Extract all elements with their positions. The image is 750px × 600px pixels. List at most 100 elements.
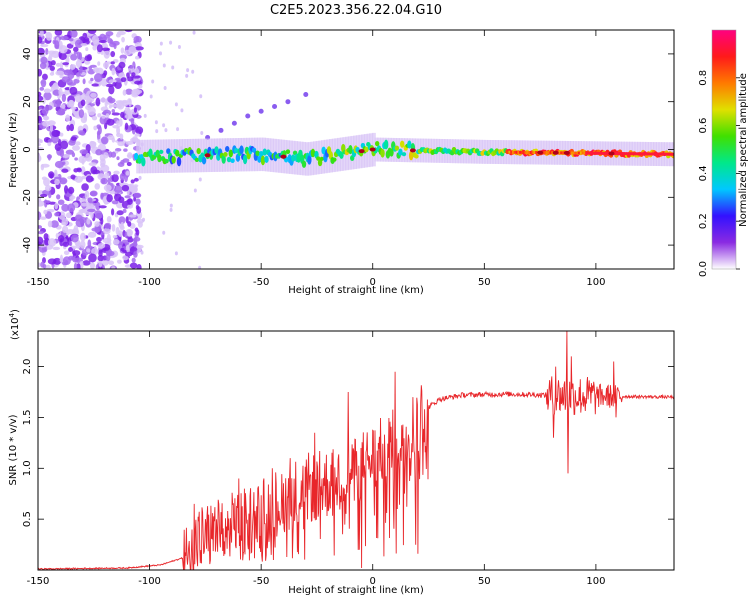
spectrogram-cell bbox=[171, 65, 175, 70]
spectrogram-cell bbox=[108, 97, 116, 104]
spectrogram-cell bbox=[517, 150, 520, 154]
spectrogram-cell bbox=[38, 196, 42, 203]
spectrogram-cell bbox=[196, 148, 201, 155]
colorbar-tick-label: 0.2 bbox=[698, 213, 709, 229]
spectrogram-cell bbox=[38, 111, 41, 117]
spectrogram-cell bbox=[41, 107, 49, 115]
spectrogram-cell bbox=[135, 198, 141, 205]
spectrogram-cell bbox=[654, 152, 658, 156]
spectrogram-cell bbox=[223, 152, 228, 157]
spectrogram-cell bbox=[184, 139, 189, 173]
spectrogram-cell bbox=[529, 150, 533, 154]
spectrogram-cell bbox=[408, 150, 414, 161]
spectrogram-cell bbox=[69, 197, 74, 202]
spectrogram-cell bbox=[74, 157, 78, 161]
spectrogram-cell bbox=[118, 196, 125, 204]
spectrogram-cell bbox=[111, 109, 116, 114]
spectrogram-cell bbox=[39, 193, 48, 198]
spectrogram-cell bbox=[100, 177, 108, 185]
colorbar-tick-label: 0.4 bbox=[698, 165, 709, 181]
spectrogram-cell bbox=[531, 150, 534, 154]
spectrogram-cell bbox=[613, 152, 616, 156]
spectrogram-cell bbox=[40, 261, 45, 268]
spectrogram-cell bbox=[644, 152, 647, 156]
spectrogram-cell bbox=[317, 159, 323, 167]
spectrogram-cell bbox=[103, 200, 109, 205]
spectrogram-cell bbox=[93, 73, 103, 83]
spectrogram-cell bbox=[91, 115, 98, 121]
spectrogram-cell bbox=[38, 142, 41, 147]
spectrogram-cell bbox=[138, 175, 142, 180]
spectrogram-cell bbox=[134, 46, 144, 51]
spectrogram-cell bbox=[119, 133, 124, 140]
spectrogram-cell bbox=[133, 177, 139, 182]
spectrogram-cell bbox=[635, 152, 638, 156]
spectrogram-cell bbox=[332, 157, 337, 162]
spectrogram-cell bbox=[121, 184, 130, 192]
spectrogram-cell bbox=[640, 152, 643, 156]
spectrogram-cell bbox=[127, 198, 133, 205]
spectrogram-cell bbox=[91, 35, 100, 45]
spectrogram-cell bbox=[82, 260, 91, 266]
spectrogram-cell bbox=[60, 140, 69, 150]
spectrogram-cell bbox=[66, 124, 71, 132]
spectrogram-cell bbox=[162, 123, 166, 128]
spectrogram-cell bbox=[242, 154, 248, 165]
spectrogram-cell bbox=[91, 247, 99, 256]
x-tick-label: 0 bbox=[370, 277, 376, 288]
spectrogram-cell bbox=[119, 173, 125, 181]
spectrogram-cell bbox=[100, 217, 104, 225]
spectrogram-cell bbox=[61, 218, 69, 226]
spectrogram-cell bbox=[214, 146, 219, 154]
spectrogram-cell bbox=[186, 68, 190, 73]
spectrogram-cell bbox=[401, 138, 406, 163]
spectrogram-cell bbox=[310, 141, 315, 176]
spectrogram-cell bbox=[98, 40, 107, 44]
spectrogram-cell bbox=[608, 151, 615, 156]
spectrogram-cell bbox=[177, 44, 181, 49]
spectrogram-cell bbox=[231, 120, 237, 126]
snr-x-ticks: -150 -100 -50 0 50 100 bbox=[27, 331, 605, 587]
spectrogram-cell bbox=[38, 225, 43, 229]
spectrogram-cell bbox=[120, 159, 125, 165]
spectrogram-cell bbox=[321, 146, 326, 155]
spectrogram-cell bbox=[165, 139, 170, 173]
spectrogram-cell bbox=[318, 140, 323, 175]
spectrogram-cell bbox=[647, 152, 650, 156]
spectrogram-cell bbox=[61, 104, 66, 109]
spectrogram-cell bbox=[93, 67, 100, 73]
spectrogram-cell bbox=[258, 150, 264, 158]
spectrogram-cell bbox=[588, 151, 591, 155]
spectrogram-cell bbox=[56, 98, 61, 108]
spectrogram-cell bbox=[169, 207, 173, 212]
spectrogram-cell bbox=[56, 194, 61, 200]
spectrogram-cell bbox=[106, 233, 111, 242]
spectrogram-cell bbox=[111, 174, 119, 183]
colorbar-tick-label: 0.6 bbox=[698, 118, 709, 134]
spectrogram-cell bbox=[312, 141, 317, 175]
spectrogram-cell bbox=[97, 125, 102, 135]
spectrogram-cell bbox=[97, 113, 102, 118]
spectrogram-cell bbox=[579, 151, 583, 155]
spectrogram-cell bbox=[128, 185, 135, 192]
spectrogram-cell bbox=[128, 214, 137, 218]
y-tick-label: 1.5 bbox=[22, 409, 33, 425]
spectrogram-cell bbox=[104, 222, 112, 229]
spectrogram-cell bbox=[98, 205, 107, 209]
spectrogram-cell bbox=[125, 170, 130, 176]
spectrogram-cell bbox=[98, 249, 103, 257]
x-tick-label: 50 bbox=[478, 277, 491, 288]
spectrogram-cell bbox=[38, 153, 41, 162]
spectrogram-cell bbox=[162, 230, 166, 235]
spectrogram-cell bbox=[124, 106, 130, 115]
spectrogram-cell bbox=[111, 67, 116, 76]
spectrogram-cell bbox=[522, 150, 525, 154]
spectrogram-cell bbox=[58, 87, 63, 97]
spectrogram-cell bbox=[198, 177, 202, 182]
spectrogram-cell bbox=[558, 151, 561, 155]
spectrogram-cell bbox=[122, 89, 127, 96]
spectrogram-cell bbox=[56, 110, 66, 116]
spectrogram-cell bbox=[375, 141, 380, 147]
spectrogram-cell bbox=[68, 139, 76, 146]
spectrogram-cell bbox=[97, 242, 106, 249]
